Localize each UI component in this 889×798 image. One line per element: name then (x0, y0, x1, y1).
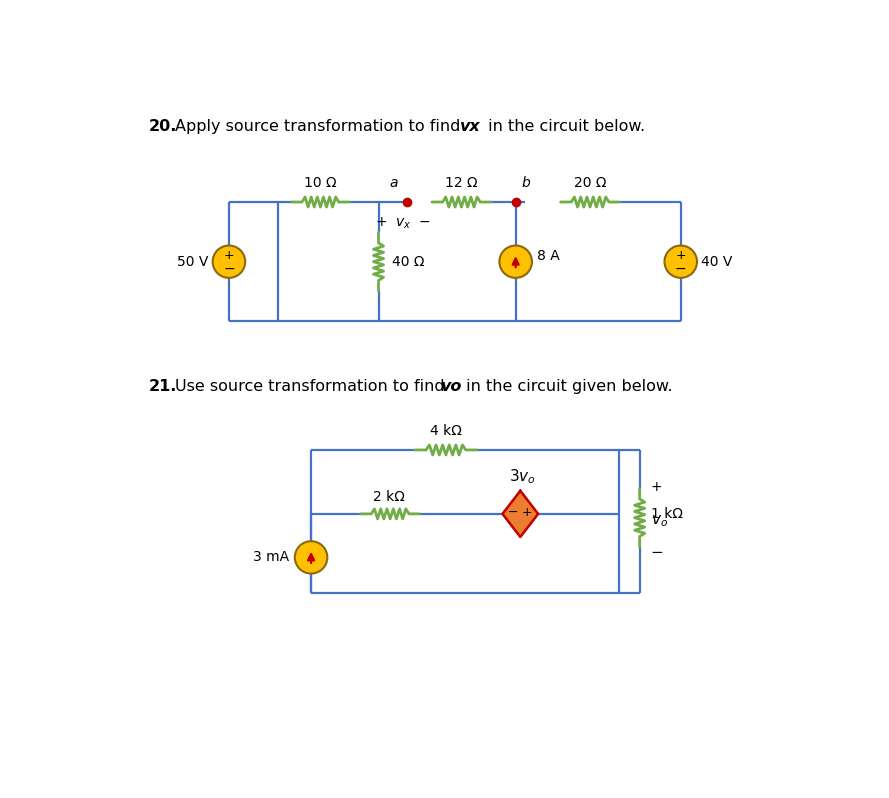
Text: 40 V: 40 V (701, 255, 733, 269)
Text: 2 kΩ: 2 kΩ (372, 490, 404, 504)
Text: 4 kΩ: 4 kΩ (430, 425, 462, 438)
Text: 1 kΩ: 1 kΩ (651, 507, 683, 521)
Text: +  $v_x$  −: + $v_x$ − (374, 215, 430, 231)
Text: +: + (522, 506, 533, 519)
Text: 50 V: 50 V (178, 255, 209, 269)
Text: +: + (224, 249, 234, 262)
Text: $v_o$: $v_o$ (651, 514, 668, 529)
Text: Use source transformation to find: Use source transformation to find (174, 379, 450, 394)
Text: a: a (389, 176, 398, 191)
Text: vx: vx (460, 119, 481, 134)
Circle shape (295, 541, 327, 574)
Polygon shape (502, 491, 538, 537)
Text: 20 Ω: 20 Ω (573, 176, 606, 191)
Text: −: − (651, 545, 663, 560)
Text: Apply source transformation to find: Apply source transformation to find (174, 119, 465, 134)
Text: 20.: 20. (148, 119, 177, 134)
Text: 12 Ω: 12 Ω (445, 176, 477, 191)
Text: b: b (522, 176, 531, 191)
Text: −: − (223, 262, 235, 275)
Circle shape (212, 246, 245, 278)
Text: 3 mA: 3 mA (253, 551, 290, 564)
Text: $3v_o$: $3v_o$ (509, 468, 536, 486)
Text: +: + (676, 249, 686, 262)
Text: 40 Ω: 40 Ω (392, 255, 424, 269)
Text: 10 Ω: 10 Ω (304, 176, 337, 191)
Circle shape (500, 246, 532, 278)
Text: 8 A: 8 A (537, 248, 559, 263)
Text: in the circuit below.: in the circuit below. (483, 119, 645, 134)
Text: in the circuit given below.: in the circuit given below. (461, 379, 673, 394)
Text: +: + (651, 480, 662, 494)
Text: −: − (675, 262, 686, 275)
Text: vo: vo (441, 379, 462, 394)
Circle shape (664, 246, 697, 278)
Text: 21.: 21. (148, 379, 177, 394)
Text: −: − (509, 506, 518, 519)
